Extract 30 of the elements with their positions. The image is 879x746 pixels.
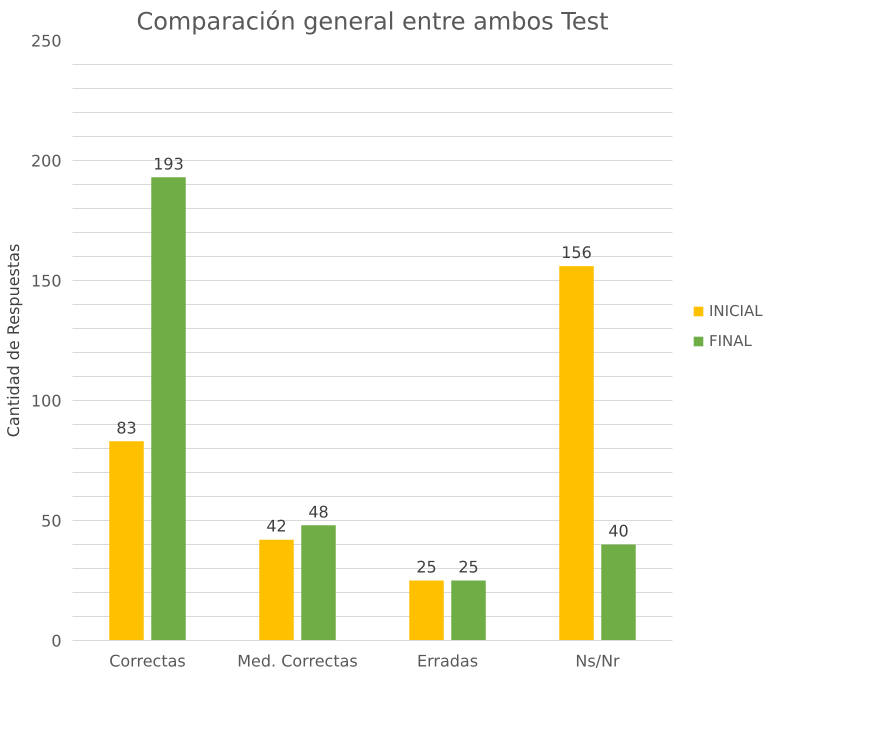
bar xyxy=(559,266,594,640)
bar xyxy=(409,580,444,640)
y-tick-label: 200 xyxy=(30,152,62,170)
data-label: 156 xyxy=(561,243,592,262)
data-label: 83 xyxy=(116,418,137,438)
data-label: 42 xyxy=(266,516,287,536)
chart-title: Comparación general entre ambos Test xyxy=(136,8,609,36)
x-tick-label: Correctas xyxy=(109,652,186,670)
y-tick-label: 50 xyxy=(41,512,62,530)
y-tick-label: 100 xyxy=(30,392,62,410)
x-tick-label: Ns/Nr xyxy=(575,652,620,670)
y-tick-label: 0 xyxy=(51,632,62,650)
bar xyxy=(451,580,486,640)
bar xyxy=(151,177,186,640)
bar xyxy=(259,540,294,640)
legend-label: INICIAL xyxy=(709,302,763,320)
data-label: 25 xyxy=(458,558,479,576)
data-label: 193 xyxy=(153,154,184,174)
legend-label: FINAL xyxy=(709,332,752,350)
x-tick-label: Erradas xyxy=(416,652,478,670)
y-axis-title: Cantidad de Respuestas xyxy=(4,244,23,438)
y-tick-label: 250 xyxy=(30,32,62,50)
bar xyxy=(301,525,336,640)
y-tick-label: 150 xyxy=(30,272,62,290)
data-label: 48 xyxy=(308,502,329,522)
data-label: 25 xyxy=(416,558,437,576)
data-label: 40 xyxy=(608,522,629,540)
bar xyxy=(601,544,636,640)
x-tick-label: Med. Correctas xyxy=(237,652,358,670)
bar xyxy=(109,441,144,640)
